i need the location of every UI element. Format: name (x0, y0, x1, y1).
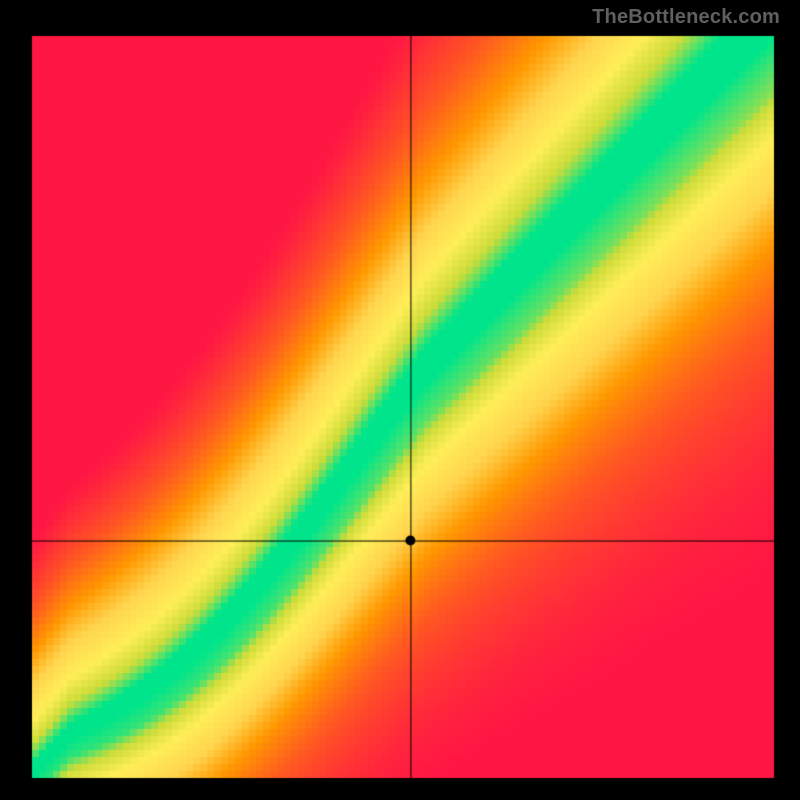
bottleneck-heatmap (0, 0, 800, 800)
watermark-text: TheBottleneck.com (592, 6, 780, 29)
chart-container: TheBottleneck.com (0, 0, 800, 800)
